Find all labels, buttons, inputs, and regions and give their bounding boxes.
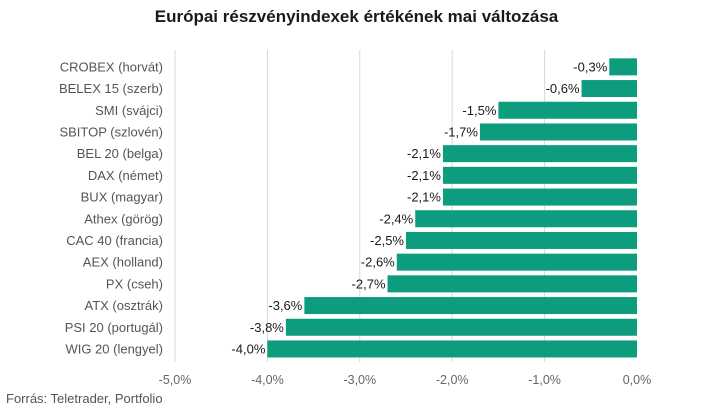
x-tick-label: -4,0% [251, 373, 284, 387]
category-label: AEX (holland) [83, 255, 163, 270]
x-tick-label: 0,0% [623, 373, 652, 387]
x-tick-label: -1,0% [528, 373, 561, 387]
bar [387, 275, 637, 293]
source-note: Forrás: Teletrader, Portfolio [6, 391, 163, 406]
value-label: -2,5% [370, 233, 404, 248]
bar [442, 188, 637, 206]
category-label: DAX (német) [88, 168, 163, 183]
value-label: -1,5% [462, 103, 496, 118]
bar [267, 340, 637, 358]
category-label: ATX (osztrák) [85, 298, 164, 313]
category-label: SBITOP (szlovén) [59, 124, 163, 139]
category-label: PSI 20 (portugál) [65, 320, 163, 335]
bar [498, 101, 637, 119]
value-label: -2,4% [379, 211, 413, 226]
grid-lines [174, 50, 546, 362]
category-label: BEL 20 (belga) [77, 146, 163, 161]
bar [581, 80, 637, 98]
value-label: -0,3% [573, 59, 607, 74]
value-label: -2,1% [407, 168, 441, 183]
x-tick-label: -2,0% [436, 373, 469, 387]
bars [267, 58, 637, 358]
value-labels: -0,3%-0,6%-1,5%-1,7%-2,1%-2,1%-2,1%-2,4%… [231, 59, 607, 356]
category-label: CROBEX (horvát) [60, 59, 163, 74]
category-label: CAC 40 (francia) [66, 233, 163, 248]
value-label: -2,1% [407, 190, 441, 205]
value-label: -3,8% [250, 320, 284, 335]
x-axis-ticks: -5,0% -4,0% -3,0% -2,0% -1,0% 0,0% [159, 373, 652, 387]
value-label: -2,1% [407, 146, 441, 161]
bar [396, 253, 637, 271]
bar [609, 58, 637, 76]
bar [442, 166, 637, 184]
category-label: Athex (görög) [84, 211, 163, 226]
category-label: PX (cseh) [106, 276, 163, 291]
bar [285, 318, 637, 336]
bar [479, 123, 637, 141]
category-label: SMI (svájci) [95, 103, 163, 118]
x-tick-label: -5,0% [159, 373, 192, 387]
category-label: BUX (magyar) [81, 190, 163, 205]
value-label: -3,6% [268, 298, 302, 313]
value-label: -0,6% [546, 81, 580, 96]
value-label: -4,0% [231, 341, 265, 356]
category-label: BELEX 15 (szerb) [59, 81, 163, 96]
value-label: -2,7% [352, 276, 386, 291]
value-label: -1,7% [444, 124, 478, 139]
bar [304, 297, 637, 315]
category-labels: CROBEX (horvát) BELEX 15 (szerb) SMI (sváj… [59, 59, 163, 356]
bar [442, 145, 637, 163]
category-label: WIG 20 (lengyel) [65, 341, 163, 356]
bar [406, 231, 637, 249]
chart-title: Európai részvényindexek értékének mai vá… [154, 7, 559, 26]
value-label: -2,6% [361, 255, 395, 270]
bar [415, 210, 637, 228]
x-tick-label: -3,0% [343, 373, 376, 387]
